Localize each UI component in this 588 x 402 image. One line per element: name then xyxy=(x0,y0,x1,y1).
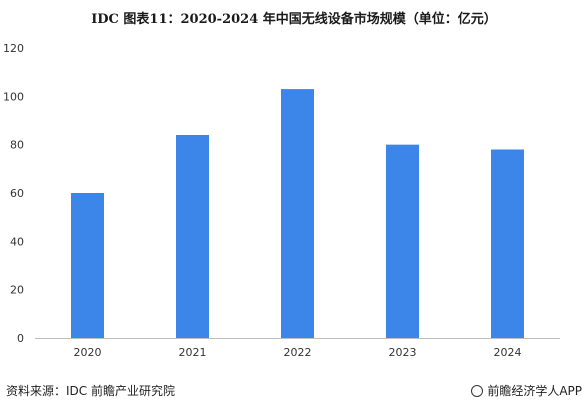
source-note: 资料来源：IDC 前瞻产业研究院 xyxy=(6,384,175,398)
y-tick-label: 100 xyxy=(3,90,24,103)
brand-label: 前瞻经济学人APP xyxy=(471,382,582,399)
bar xyxy=(281,89,314,338)
y-tick-label: 80 xyxy=(10,139,24,152)
y-axis: 0 20 40 60 80 100 120 xyxy=(3,42,24,345)
y-tick-label: 20 xyxy=(10,284,24,297)
bar-series xyxy=(71,89,524,338)
y-tick-label: 60 xyxy=(10,187,24,200)
bar xyxy=(386,144,419,338)
y-tick-label: 0 xyxy=(17,332,24,345)
brand-text: 前瞻经济学人APP xyxy=(487,384,582,398)
footer: 资料来源：IDC 前瞻产业研究院 前瞻经济学人APP xyxy=(0,380,588,402)
x-tick-label: 2020 xyxy=(74,346,102,359)
bar xyxy=(491,149,524,338)
x-tick-label: 2021 xyxy=(179,346,207,359)
x-tick-label: 2024 xyxy=(494,346,522,359)
bar xyxy=(71,193,104,338)
chart-title: IDC 图表11：2020-2024 年中国无线设备市场规模（单位：亿元） xyxy=(91,12,497,27)
bar xyxy=(176,135,209,338)
bar-chart: 0 20 40 60 80 100 120 2020 2021 2022 2023 2024 xyxy=(3,42,560,359)
y-tick-label: 40 xyxy=(10,235,24,248)
brand-logo-icon xyxy=(471,385,484,397)
y-tick-label: 120 xyxy=(3,42,24,55)
x-axis: 2020 2021 2022 2023 2024 xyxy=(74,346,522,359)
x-tick-label: 2023 xyxy=(389,346,417,359)
x-tick-label: 2022 xyxy=(284,346,312,359)
